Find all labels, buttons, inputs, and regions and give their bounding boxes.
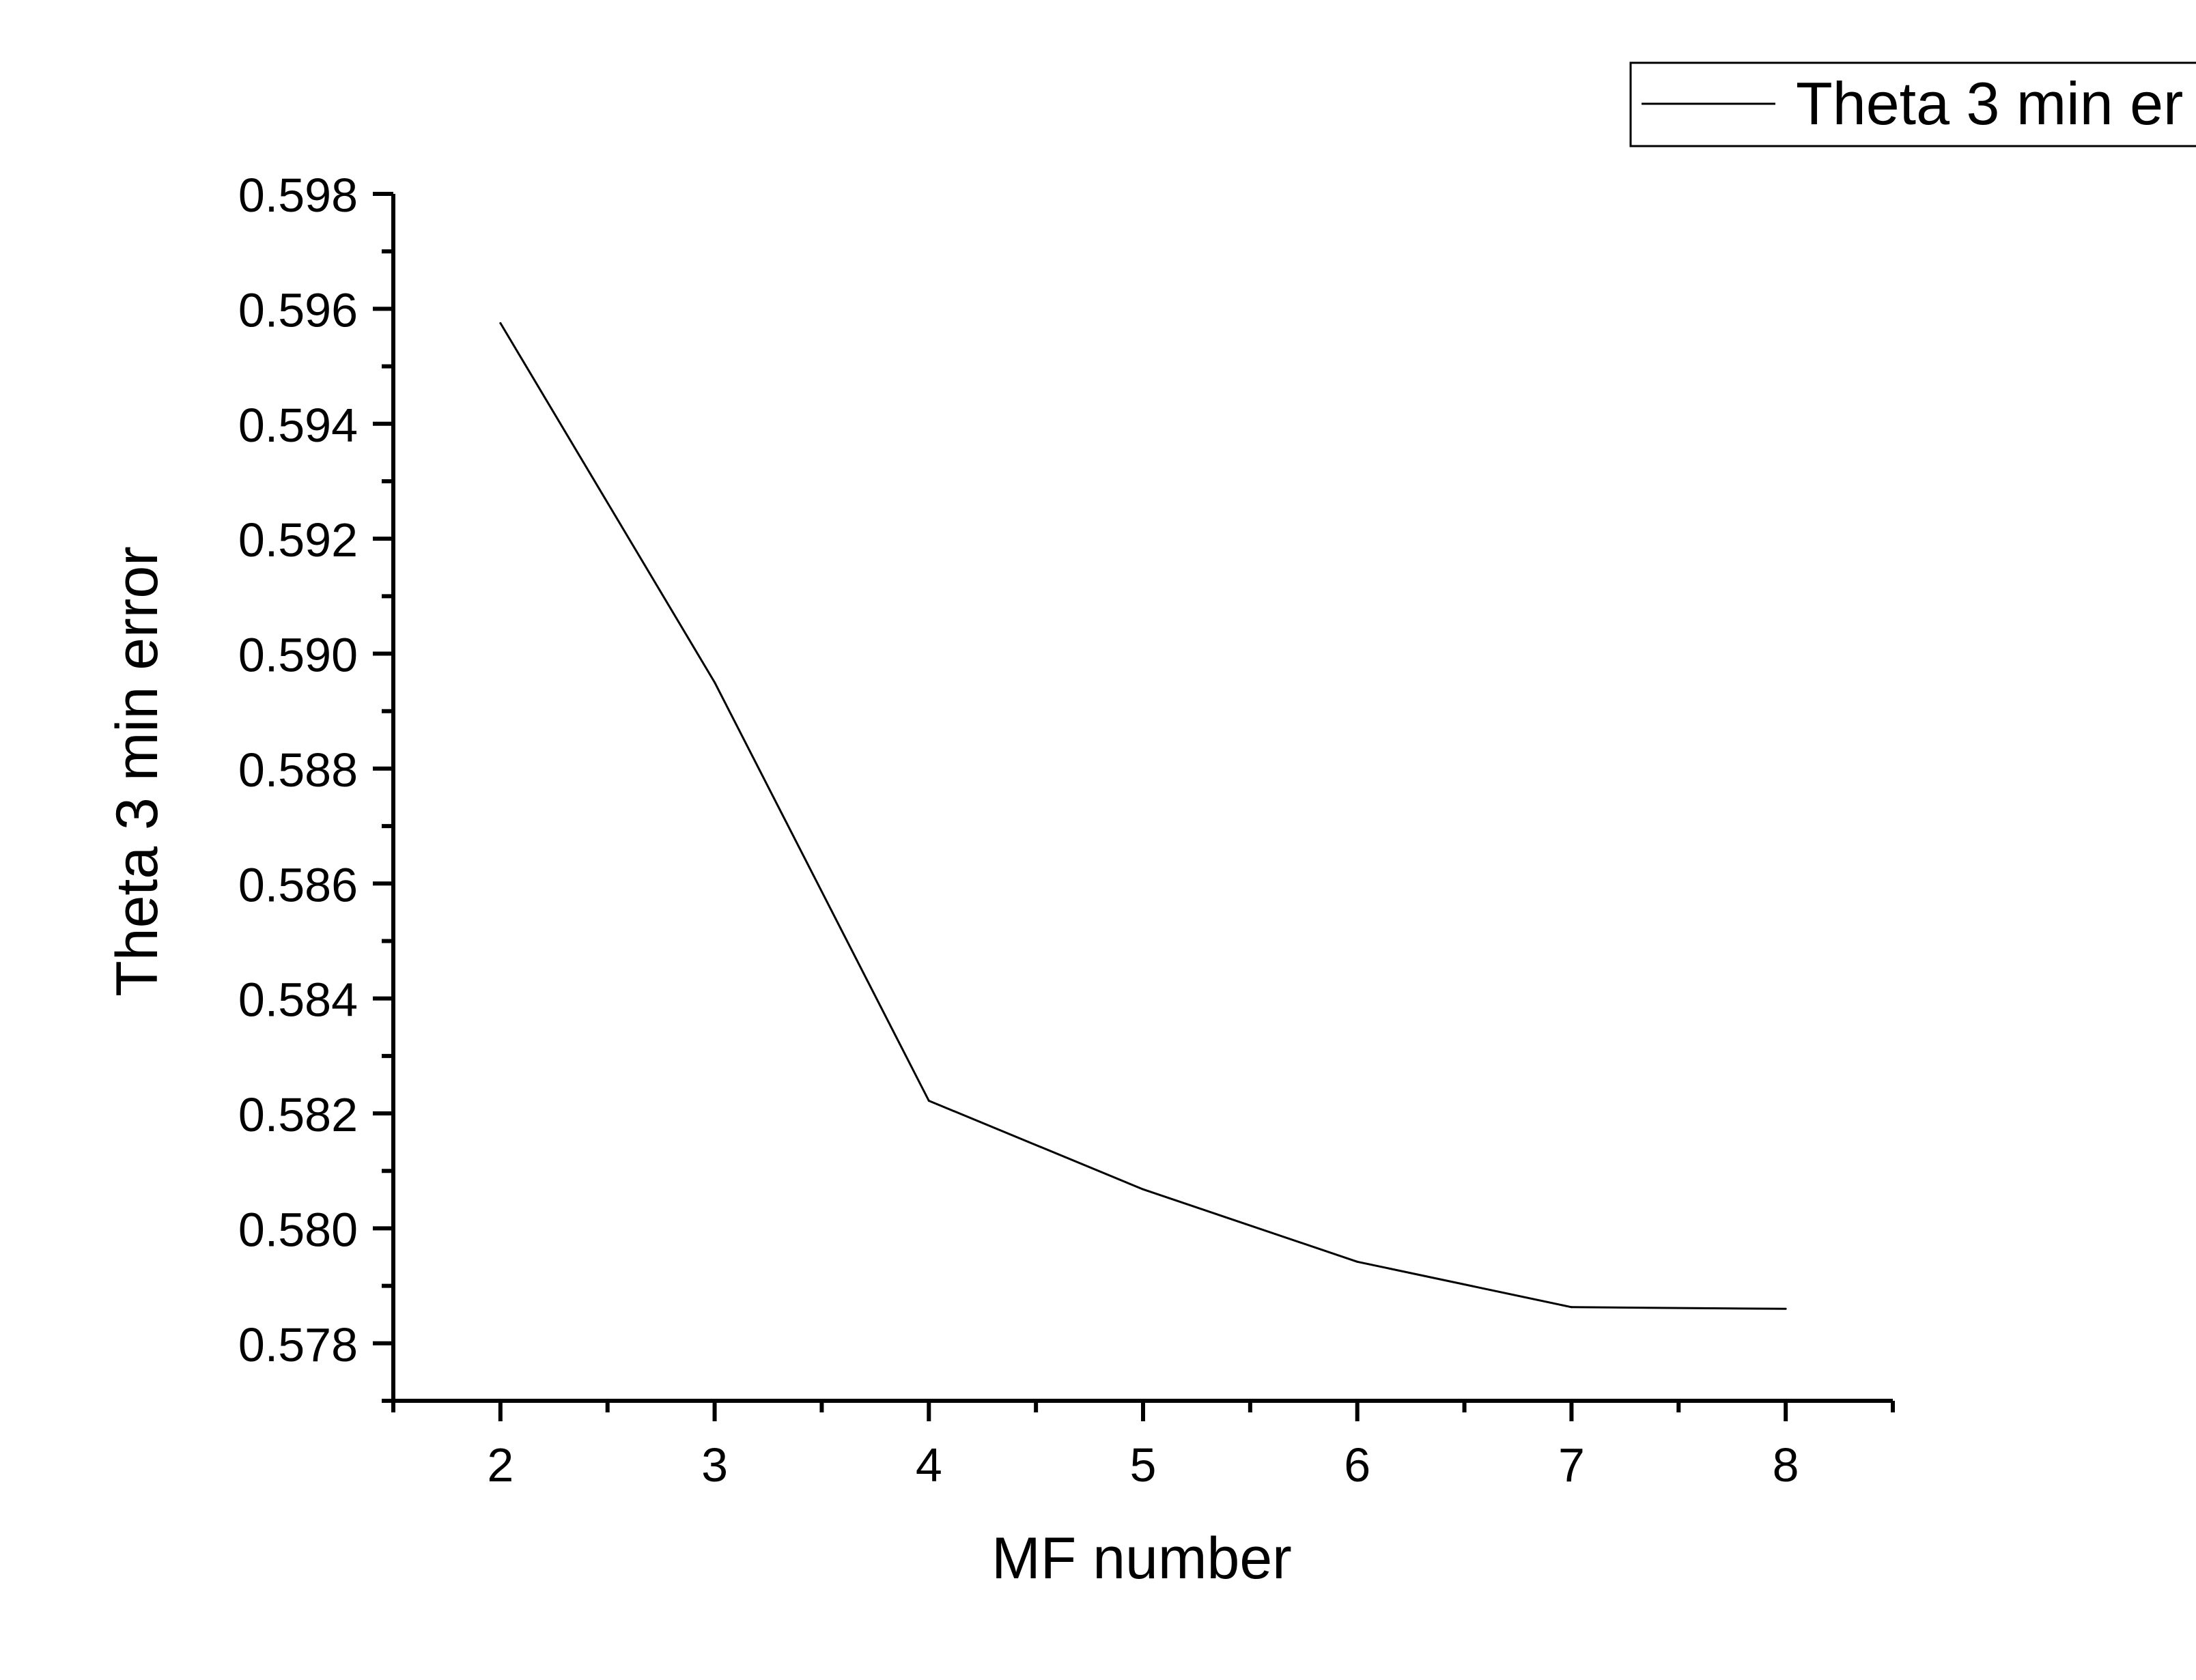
x-axis-tick-labels: 2 3 4 5 6 7 8	[487, 1438, 1799, 1492]
y-tick-label: 0.596	[238, 283, 358, 337]
x-tick-label: 8	[1773, 1438, 1799, 1492]
x-tick-label: 2	[487, 1438, 513, 1492]
legend: Theta 3 min er	[1629, 61, 2196, 147]
x-tick-label: 3	[701, 1438, 728, 1492]
y-tick-label: 0.580	[238, 1203, 358, 1256]
y-axis-title: Theta 3 min error	[104, 546, 170, 997]
data-point	[714, 681, 716, 684]
data-point	[499, 322, 502, 324]
x-tick-label: 7	[1558, 1438, 1585, 1492]
x-axis-title: MF number	[991, 1526, 1292, 1591]
series-line	[499, 322, 1786, 1310]
data-point	[1784, 1307, 1787, 1310]
data-point	[1142, 1188, 1144, 1191]
y-tick-label: 0.594	[238, 399, 358, 452]
y-axis-tick-labels: 0.578 0.580 0.582 0.584 0.586 0.588 0.590 0.592…	[238, 169, 358, 1371]
legend-label: Theta 3 min er	[1796, 70, 2183, 137]
y-tick-label: 0.588	[238, 743, 358, 797]
x-tick-label: 5	[1130, 1438, 1157, 1492]
data-point	[1356, 1260, 1359, 1263]
y-axis-major-ticks	[373, 192, 393, 1346]
data-point	[1570, 1306, 1573, 1309]
y-tick-label: 0.592	[238, 513, 358, 567]
y-tick-label: 0.582	[238, 1088, 358, 1141]
y-tick-label: 0.590	[238, 629, 358, 682]
y-tick-label: 0.598	[238, 169, 358, 222]
x-tick-label: 6	[1344, 1438, 1370, 1492]
x-axis-major-ticks	[498, 1401, 1788, 1421]
y-tick-label: 0.584	[238, 973, 358, 1027]
y-tick-label: 0.586	[238, 858, 358, 911]
y-tick-label: 0.578	[238, 1318, 358, 1371]
x-tick-label: 4	[916, 1438, 942, 1492]
series-layer	[499, 322, 1787, 1310]
data-point	[927, 1100, 930, 1102]
